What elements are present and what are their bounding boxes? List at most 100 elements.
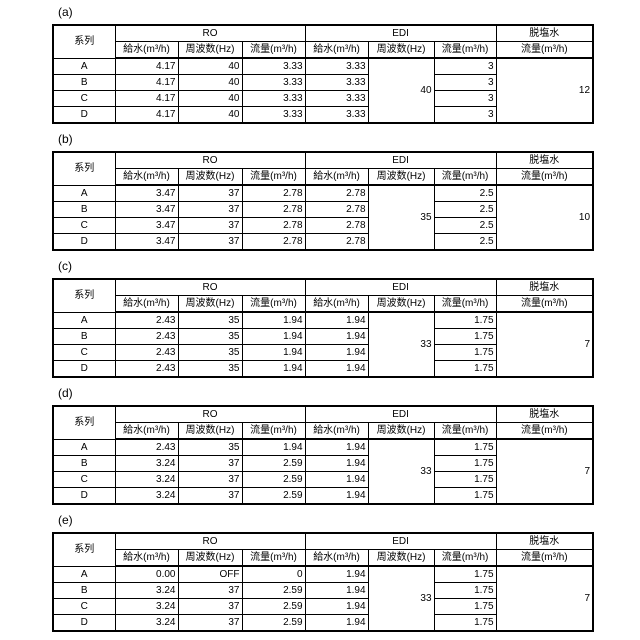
- header-ro-feed: 給水(m³/h): [114, 549, 179, 567]
- cell-series: B: [52, 582, 116, 599]
- cell-edi-feed: 1.94: [304, 614, 369, 632]
- header-ro-group: RO: [114, 405, 306, 423]
- cell-edi-flow: 1.75: [433, 487, 497, 505]
- cell-edi-flow: 1.75: [433, 344, 497, 361]
- cell-ro-feed: 3.47: [114, 201, 179, 218]
- cell-edi-freq-merged: 33: [367, 438, 435, 505]
- header-edi-flow: 流量(m³/h): [433, 41, 497, 59]
- cell-ro-feed: 3.24: [114, 582, 179, 599]
- table-block: (d) 系列 RO EDI 脱塩水 給水(m³/h) 周波数(Hz) 流量(m³…: [52, 387, 595, 505]
- cell-series: C: [52, 471, 116, 488]
- cell-edi-feed: 1.94: [304, 565, 369, 583]
- cell-ro-freq: 35: [177, 344, 243, 361]
- cell-edi-feed: 1.94: [304, 487, 369, 505]
- cell-edi-feed: 3.33: [304, 106, 369, 124]
- cell-edi-flow: 3: [433, 74, 497, 91]
- table-label: (b): [58, 132, 73, 146]
- cell-edi-flow: 1.75: [433, 565, 497, 583]
- header-edi-freq: 周波数(Hz): [367, 422, 435, 440]
- cell-edi-feed: 1.94: [304, 311, 369, 329]
- table-row: C 4.17 40 3.33 3.33 3: [52, 90, 593, 107]
- table-label: (c): [58, 259, 72, 273]
- cell-ro-feed: 3.24: [114, 487, 179, 505]
- header-series: 系列: [52, 405, 116, 440]
- table-row: A 2.43 35 1.94 1.94 33 1.75 7: [52, 438, 594, 505]
- header-ro-freq: 周波数(Hz): [177, 41, 243, 59]
- header-row-groups: 系列 RO EDI 脱塩水: [52, 532, 594, 567]
- cell-ro-feed: 2.43: [114, 360, 179, 378]
- cell-ro-freq: 35: [177, 360, 243, 378]
- header-series: 系列: [52, 278, 116, 313]
- table-row: A 3.47 37 2.78 2.78 35 2.5 10: [52, 184, 594, 251]
- cell-edi-flow: 3: [433, 90, 497, 107]
- header-ro-flow: 流量(m³/h): [241, 295, 306, 313]
- cell-edi-feed: 1.94: [304, 360, 369, 378]
- header-desal-flow: 流量(m³/h): [495, 168, 594, 186]
- cell-ro-feed: 3.47: [114, 184, 179, 202]
- cell-ro-feed: 2.43: [114, 328, 179, 345]
- header-edi-flow: 流量(m³/h): [433, 422, 497, 440]
- cell-edi-flow: 1.75: [433, 614, 497, 632]
- header-edi-group: EDI: [304, 151, 497, 169]
- header-edi-freq: 周波数(Hz): [367, 41, 435, 59]
- table-row: D 2.43 35 1.94 1.94 1.75: [52, 360, 593, 378]
- cell-edi-feed: 2.78: [304, 201, 369, 218]
- header-row-units: 給水(m³/h) 周波数(Hz) 流量(m³/h) 給水(m³/h) 周波数(H…: [53, 295, 594, 313]
- condition-table: 系列 RO EDI 脱塩水 給水(m³/h) 周波数(Hz) 流量(m³/h) …: [52, 278, 595, 378]
- cell-ro-flow: 2.59: [241, 455, 306, 472]
- table-block: (e) 系列 RO EDI 脱塩水 給水(m³/h) 周波数(Hz) 流量(m³…: [52, 514, 595, 632]
- cell-ro-flow: 2.78: [241, 233, 306, 251]
- cell-edi-feed: 1.94: [304, 438, 369, 456]
- header-ro-group: RO: [114, 278, 306, 296]
- cell-series: A: [52, 438, 116, 456]
- header-edi-group: EDI: [304, 24, 497, 42]
- cell-ro-freq: 37: [177, 455, 243, 472]
- header-edi-freq: 周波数(Hz): [367, 549, 435, 567]
- cell-series: B: [52, 455, 116, 472]
- cell-ro-freq: 37: [177, 471, 243, 488]
- cell-series: C: [52, 90, 116, 107]
- cell-series: C: [52, 344, 116, 361]
- cell-ro-feed: 3.47: [114, 233, 179, 251]
- cell-ro-flow: 3.33: [241, 90, 306, 107]
- header-row-groups: 系列 RO EDI 脱塩水: [52, 405, 594, 440]
- header-desal-flow: 流量(m³/h): [495, 549, 594, 567]
- header-row-units: 給水(m³/h) 周波数(Hz) 流量(m³/h) 給水(m³/h) 周波数(H…: [53, 549, 594, 567]
- condition-table: 系列 RO EDI 脱塩水 給水(m³/h) 周波数(Hz) 流量(m³/h) …: [52, 405, 595, 505]
- condition-table: 系列 RO EDI 脱塩水 給水(m³/h) 周波数(Hz) 流量(m³/h) …: [52, 151, 595, 251]
- cell-ro-freq: 35: [177, 328, 243, 345]
- header-desal-flow: 流量(m³/h): [495, 41, 594, 59]
- header-edi-group: EDI: [304, 405, 497, 423]
- header-ro-flow: 流量(m³/h): [241, 549, 306, 567]
- table-row: B 3.47 37 2.78 2.78 2.5: [52, 201, 593, 218]
- header-edi-feed: 給水(m³/h): [304, 168, 369, 186]
- header-edi-group: EDI: [304, 278, 497, 296]
- cell-ro-feed: 3.24: [114, 614, 179, 632]
- cell-ro-feed: 4.17: [114, 90, 179, 107]
- header-desal-flow: 流量(m³/h): [495, 295, 594, 313]
- cell-series: D: [52, 106, 116, 124]
- cell-edi-flow: 1.75: [433, 471, 497, 488]
- header-series: 系列: [52, 532, 116, 567]
- cell-ro-freq: 37: [177, 614, 243, 632]
- cell-edi-flow: 1.75: [433, 360, 497, 378]
- header-ro-feed: 給水(m³/h): [114, 422, 179, 440]
- cell-ro-freq: 37: [177, 217, 243, 234]
- table-row: C 3.24 37 2.59 1.94 1.75: [52, 598, 593, 615]
- cell-ro-flow: 2.78: [241, 201, 306, 218]
- cell-ro-flow: 3.33: [241, 57, 306, 75]
- cell-desal-flow-merged: 7: [495, 311, 594, 378]
- header-ro-flow: 流量(m³/h): [241, 422, 306, 440]
- cell-series: A: [52, 565, 116, 583]
- header-desal-water-group: 脱塩水: [495, 151, 594, 169]
- cell-ro-flow: 3.33: [241, 106, 306, 124]
- tables-container: (a) 系列 RO EDI 脱塩水 給水(m³/h) 周波数(Hz) 流量(m³…: [52, 6, 595, 640]
- cell-series: A: [52, 184, 116, 202]
- cell-ro-flow: 2.59: [241, 487, 306, 505]
- cell-edi-feed: 1.94: [304, 598, 369, 615]
- table-row: D 3.24 37 2.59 1.94 1.75: [52, 487, 593, 505]
- cell-ro-flow: 2.59: [241, 598, 306, 615]
- header-ro-freq: 周波数(Hz): [177, 168, 243, 186]
- header-edi-group: EDI: [304, 532, 497, 550]
- cell-edi-flow: 1.75: [433, 311, 497, 329]
